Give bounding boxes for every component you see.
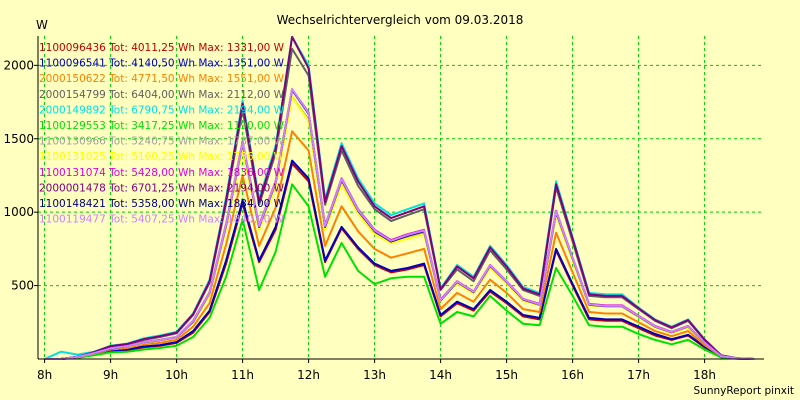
legend-entry-8: 1100131074 Tot: 5428,00 Wh Max: 1836,00 … [39, 167, 285, 179]
legend-entry-3: 2000154799 Tot: 6404,00 Wh Max: 2112,00 … [39, 89, 285, 101]
series-layer [44, 35, 755, 360]
series-line-2 [44, 130, 755, 360]
x-tick-label-0: 8h [37, 368, 52, 382]
x-tick-label-4: 12h [297, 368, 320, 382]
series-line-9 [44, 35, 755, 360]
y-axis-unit-label: W [36, 18, 48, 32]
legend-entry-0: 1100096436 Tot: 4011,25 Wh Max: 1331,00 … [39, 42, 285, 54]
legend-entry-7: 1100131025 Tot: 5160,25 Wh Max: 1786,00 … [39, 151, 285, 163]
y-tick-label-2: 1500 [3, 132, 34, 146]
chart-title: Wechselrichtervergleich vom 09.03.2018 [277, 13, 524, 27]
legend-entry-5: 1100129553 Tot: 3417,25 Wh Max: 1190,00 … [39, 120, 285, 132]
x-tick-label-7: 15h [495, 368, 518, 382]
y-tick-label-3: 2000 [3, 58, 34, 72]
legend-entry-6: 1100130966 Tot: 5240,75 Wh Max: 1787,00 … [39, 136, 285, 148]
x-tick-label-1: 9h [103, 368, 118, 382]
x-tick-label-9: 17h [627, 368, 650, 382]
y-tick-label-1: 1000 [3, 205, 34, 219]
x-tick-label-10: 18h [693, 368, 716, 382]
x-tick-label-8: 16h [561, 368, 584, 382]
legend-entry-11: 1100119477 Tot: 5407,25 Wh Max: 1840,00 … [39, 214, 285, 226]
series-line-5 [44, 183, 755, 360]
legend-entry-4: 2000149892 Tot: 6790,75 Wh Max: 2194,00 … [39, 104, 285, 116]
x-tick-label-2: 10h [165, 368, 188, 382]
legend-entry-1: 1100096541 Tot: 4140,50 Wh Max: 1351,00 … [39, 58, 285, 70]
credit-label: SunnyReport pinxit [694, 385, 794, 397]
legend-entry-2: 2000150622 Tot: 4771,50 Wh Max: 1551,00 … [39, 73, 285, 85]
x-tick-label-3: 11h [231, 368, 254, 382]
legend-entry-10: 1100148421 Tot: 5358,00 Wh Max: 1834,00 … [39, 198, 285, 210]
x-tick-label-6: 14h [429, 368, 452, 382]
axis-layer [34, 36, 764, 363]
series-line-1 [44, 159, 755, 360]
series-line-11 [44, 87, 755, 360]
y-tick-label-0: 500 [11, 279, 34, 293]
tick-label-layer: 8h 9h 10h 11h 12h 13h 14h 15h 16h 17h 18h 500 1000 15… [3, 58, 716, 382]
x-tick-label-5: 13h [363, 368, 386, 382]
legend: 1100096436 Tot: 4011,25 Wh Max: 1331,00 … [39, 42, 285, 226]
legend-entry-9: 2000001478 Tot: 6701,25 Wh Max: 2194,00 … [39, 182, 285, 194]
